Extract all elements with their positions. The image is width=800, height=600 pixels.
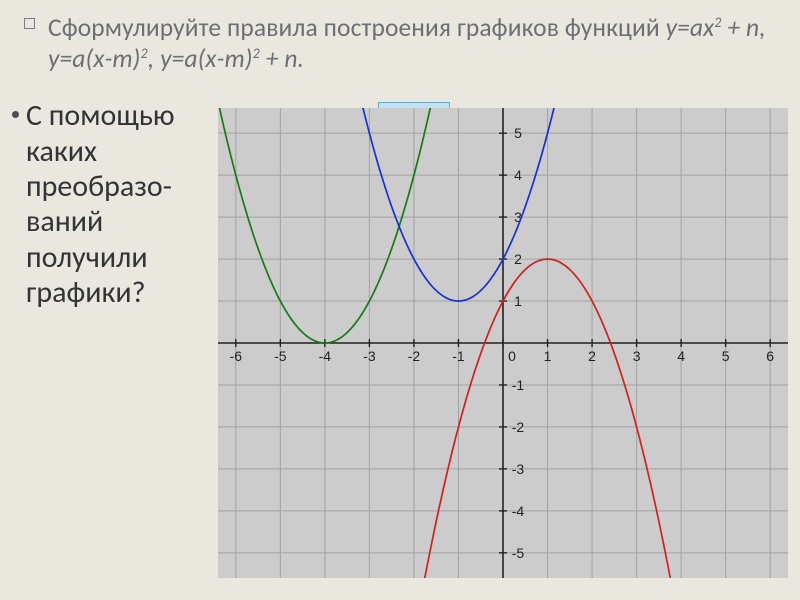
svg-text:-2: -2 [512, 419, 525, 435]
chart-area: -6-5-4-3-2-11234560-5-4-3-2-112345 [218, 108, 788, 578]
body-text: С помощью каких преобразо-ваний получили… [0, 98, 218, 310]
chart-svg: -6-5-4-3-2-11234560-5-4-3-2-112345 [218, 108, 788, 578]
svg-text:2: 2 [588, 348, 596, 364]
svg-text:-1: -1 [512, 377, 525, 393]
svg-text:-6: -6 [230, 348, 243, 364]
svg-text:1: 1 [514, 293, 522, 309]
formula-2: у=а(х-m)2, [48, 43, 160, 74]
svg-text:1: 1 [544, 348, 552, 364]
body-row: С помощью каких преобразо-ваний получили… [0, 98, 800, 578]
formula-1: у=ах2 + n, [666, 12, 766, 43]
slide-title: Сформулируйте правила построения графико… [0, 0, 800, 74]
svg-text:-2: -2 [408, 348, 421, 364]
bullet-icon [12, 111, 19, 118]
svg-text:-5: -5 [512, 545, 525, 561]
slide: Сформулируйте правила построения графико… [0, 0, 800, 600]
svg-text:-1: -1 [452, 348, 465, 364]
svg-text:6: 6 [766, 348, 774, 364]
svg-text:2: 2 [514, 251, 522, 267]
svg-text:3: 3 [633, 348, 641, 364]
svg-text:5: 5 [722, 348, 730, 364]
svg-text:-4: -4 [319, 348, 332, 364]
svg-text:-5: -5 [274, 348, 287, 364]
title-prefix: Сформулируйте правила построения графико… [48, 12, 666, 43]
svg-text:-4: -4 [512, 503, 525, 519]
question-text: С помощью каких преобразо-ваний получили… [26, 98, 212, 310]
svg-text:0: 0 [508, 348, 516, 364]
svg-text:4: 4 [677, 348, 685, 364]
svg-text:-3: -3 [363, 348, 376, 364]
formula-3: у=а(х-m)2 + n. [160, 43, 304, 74]
svg-text:4: 4 [514, 167, 522, 183]
chart: -6-5-4-3-2-11234560-5-4-3-2-112345 [218, 98, 788, 578]
title-bullet-icon [24, 18, 35, 29]
svg-text:-3: -3 [512, 461, 525, 477]
svg-text:5: 5 [514, 125, 522, 141]
